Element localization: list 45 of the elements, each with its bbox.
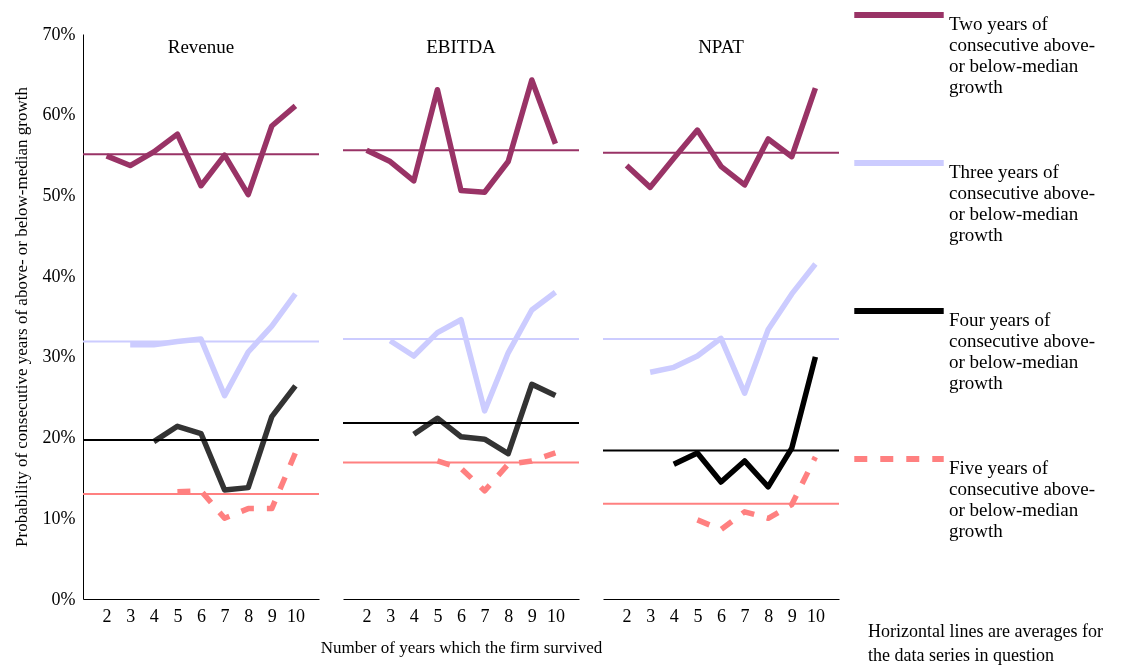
- x-tick-label: 10: [546, 605, 565, 626]
- y-tick-label: 60%: [42, 104, 76, 125]
- x-tick-label: 2: [622, 605, 632, 626]
- x-tick-label: 7: [220, 605, 230, 626]
- legend-label: Two years of consecutive above- or below-median growth: [949, 13, 1096, 97]
- y-tick-label: 70%: [42, 23, 76, 44]
- x-tick-label: 5: [693, 605, 703, 626]
- y-axis-title: Probability of consecutive years of above- or below-median growth: [11, 86, 31, 547]
- x-tick-label: 6: [717, 605, 726, 626]
- y-tick-label: 30%: [42, 346, 76, 367]
- y-tick-label: 40%: [42, 265, 76, 286]
- y-tick-label: 50%: [42, 184, 76, 205]
- x-tick-label: 10: [806, 605, 825, 626]
- x-tick-label: 5: [433, 605, 443, 626]
- chart-title: NPAT: [698, 36, 745, 57]
- x-tick-label: 5: [173, 605, 183, 626]
- legend-label: Three years of consecutive above- or below-median growth: [949, 161, 1096, 245]
- x-tick-label: 9: [267, 605, 277, 626]
- x-tick-label: 3: [646, 605, 656, 626]
- y-tick-label: 0%: [51, 588, 76, 609]
- x-tick-label: 4: [669, 605, 679, 626]
- x-tick-label: 9: [527, 605, 537, 626]
- x-tick-label: 3: [126, 605, 136, 626]
- x-tick-label: 4: [149, 605, 159, 626]
- x-tick-label: 7: [480, 605, 490, 626]
- x-tick-label: 8: [504, 605, 514, 626]
- x-axis-title: Number of years which the firm survived: [320, 637, 603, 657]
- x-tick-label: 10: [286, 605, 305, 626]
- x-tick-label: 8: [764, 605, 774, 626]
- x-tick-label: 8: [244, 605, 254, 626]
- x-tick-label: 4: [409, 605, 419, 626]
- x-tick-label: 6: [197, 605, 206, 626]
- x-tick-label: 7: [740, 605, 750, 626]
- y-tick-label: 10%: [42, 507, 76, 528]
- x-tick-label: 2: [102, 605, 112, 626]
- chart-title: Revenue: [167, 36, 235, 57]
- legend-label: Five years of consecutive above- or below-median growth: [949, 457, 1096, 541]
- text: Horizontal lines are averages for the data series in question: [868, 621, 1103, 665]
- x-tick-label: 9: [787, 605, 797, 626]
- x-tick-label: 3: [386, 605, 396, 626]
- chart-title: EBITDA: [426, 36, 497, 57]
- y-tick-label: 20%: [42, 427, 76, 448]
- legend-label: Four years of consecutive above- or below-median growth: [949, 309, 1096, 393]
- x-tick-label: 6: [457, 605, 466, 626]
- x-tick-label: 2: [362, 605, 372, 626]
